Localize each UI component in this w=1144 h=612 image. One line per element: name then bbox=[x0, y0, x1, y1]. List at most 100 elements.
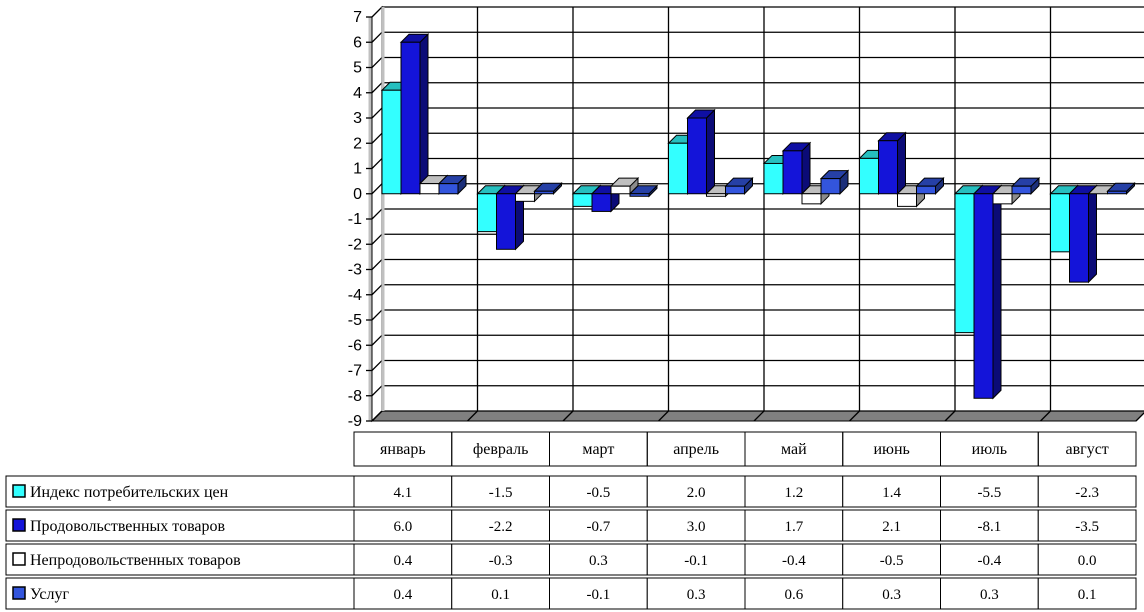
bar-front bbox=[763, 162, 784, 195]
cell-value: 2.1 bbox=[882, 519, 901, 535]
y-tick-label: -4 bbox=[348, 287, 362, 304]
table-cell bbox=[549, 577, 648, 610]
floor-divider bbox=[753, 410, 765, 422]
table-cell bbox=[646, 509, 746, 542]
y-tick-label: -7 bbox=[348, 363, 362, 380]
table-cell bbox=[549, 509, 648, 542]
bar-front bbox=[1050, 193, 1070, 253]
gridline-h bbox=[371, 258, 1144, 270]
cell-value: -0.4 bbox=[782, 553, 806, 569]
row-label-cell bbox=[5, 509, 355, 542]
bar-front bbox=[801, 193, 822, 205]
table-cell bbox=[451, 577, 550, 610]
gridline-h bbox=[371, 385, 1144, 397]
bar-front bbox=[878, 140, 898, 195]
bar bbox=[724, 176, 754, 195]
cell-value: 2.0 bbox=[687, 485, 706, 501]
legend-key bbox=[12, 484, 26, 498]
gridline-h bbox=[371, 107, 1144, 119]
cell-value: -3.5 bbox=[1075, 519, 1099, 535]
table-cell bbox=[646, 543, 746, 576]
y-tick-label: 5 bbox=[353, 60, 362, 77]
bar-front bbox=[782, 150, 803, 195]
cell-value: 0.3 bbox=[589, 553, 608, 569]
table-cell bbox=[451, 509, 550, 542]
table-cell bbox=[842, 543, 941, 576]
bar bbox=[1068, 184, 1098, 284]
bar-front bbox=[687, 117, 707, 195]
bar-front bbox=[1069, 193, 1089, 283]
y-tick-label: 1 bbox=[353, 161, 362, 178]
table-cell bbox=[1037, 475, 1137, 508]
bar bbox=[1106, 182, 1136, 195]
bar-front bbox=[438, 183, 459, 195]
bar bbox=[399, 33, 430, 195]
bar-front bbox=[591, 193, 612, 212]
y-tick-label: 3 bbox=[353, 110, 362, 127]
cell-value: 3.0 bbox=[687, 519, 706, 535]
bar-front bbox=[419, 183, 440, 195]
data-table: январь февраль март апрель май июнь июль август… bbox=[5, 431, 1137, 610]
cell-value: -5.5 bbox=[978, 485, 1002, 501]
table-cell bbox=[940, 543, 1039, 576]
bar-side bbox=[897, 131, 906, 195]
cell-value: 0.3 bbox=[980, 587, 999, 603]
table-cell bbox=[1037, 509, 1137, 542]
table-cell bbox=[1037, 577, 1137, 610]
bar-front bbox=[859, 157, 879, 195]
category-label: июль bbox=[972, 441, 1007, 458]
gridline-h bbox=[371, 284, 1144, 296]
bar bbox=[437, 174, 468, 195]
bar-side bbox=[706, 108, 715, 195]
bar-front bbox=[534, 190, 554, 195]
bar-front bbox=[1011, 185, 1032, 195]
floor-divider bbox=[658, 410, 669, 422]
bar bbox=[628, 184, 659, 198]
cell-value: 0.0 bbox=[1078, 553, 1097, 569]
series-name: Услуг bbox=[30, 586, 69, 603]
cell-value: 0.3 bbox=[687, 587, 706, 603]
bar bbox=[686, 108, 716, 195]
bar-side bbox=[1088, 184, 1097, 284]
y-tick-label: 6 bbox=[353, 34, 362, 51]
category-label: август bbox=[1065, 441, 1108, 458]
legend-key bbox=[12, 518, 26, 532]
cell-value: 1.4 bbox=[882, 485, 901, 501]
y-tick-label: 7 bbox=[353, 9, 362, 26]
table-cell bbox=[353, 475, 453, 508]
floor bbox=[370, 410, 1144, 422]
y-tick-label: 0 bbox=[353, 186, 362, 203]
table-cell bbox=[940, 475, 1039, 508]
cell-value: -0.5 bbox=[587, 485, 611, 501]
gridline-h bbox=[371, 6, 1144, 18]
bar-front bbox=[1107, 190, 1127, 195]
bar-front bbox=[629, 193, 650, 197]
cell-value: 0.4 bbox=[394, 553, 413, 569]
category-label: январь bbox=[380, 441, 426, 458]
category-label: февраль bbox=[473, 441, 529, 458]
cell-value: 1.7 bbox=[785, 519, 804, 535]
cell-value: 4.1 bbox=[394, 485, 413, 501]
category-label: март bbox=[582, 441, 614, 458]
y-axis: 7 6 5 4 3 2 1 0 -1 -2 -3 -4 -5 -6 -7 -8 -9 bbox=[348, 9, 372, 430]
y-tick-label: -3 bbox=[348, 262, 362, 279]
cell-value: -1.5 bbox=[489, 485, 513, 501]
gridline-h bbox=[371, 31, 1144, 43]
cell-value: -2.2 bbox=[489, 519, 513, 535]
table-cell bbox=[744, 543, 844, 576]
table-cell bbox=[940, 509, 1039, 542]
chart-bars bbox=[380, 33, 1136, 400]
header-cell bbox=[1037, 431, 1137, 467]
bar-front bbox=[992, 193, 1013, 205]
bar-front bbox=[668, 142, 688, 195]
table-cell bbox=[353, 543, 453, 576]
bar-side bbox=[419, 33, 429, 195]
y-tick-label: -8 bbox=[348, 388, 362, 405]
bar bbox=[609, 176, 640, 195]
cell-value: -0.4 bbox=[978, 553, 1002, 569]
bar bbox=[819, 169, 850, 195]
bar-front bbox=[820, 178, 841, 195]
bar-front bbox=[496, 193, 516, 250]
cell-value: -0.3 bbox=[489, 553, 513, 569]
